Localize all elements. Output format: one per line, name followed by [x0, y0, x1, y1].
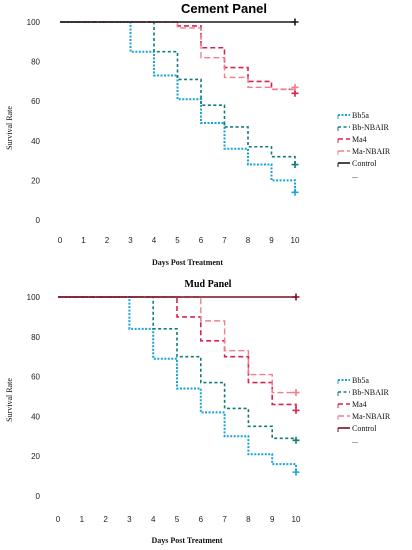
y-tick-label: 0: [36, 216, 41, 225]
x-tick-label: 5: [175, 515, 180, 524]
censor-mark-bb5a: [292, 468, 300, 476]
x-tick-label: 3: [127, 515, 132, 524]
y-tick-label: 80: [31, 333, 40, 342]
y-axis-label: Survival Rate: [5, 378, 14, 422]
series-line-bb5a: [58, 296, 297, 473]
x-tick-label: 1: [81, 236, 86, 245]
x-tick-label: 7: [222, 515, 227, 524]
x-tick-label: 6: [199, 236, 204, 245]
legend-extra: ...: [352, 436, 358, 445]
censor-mark-control: [292, 293, 300, 301]
x-tick-label: 9: [270, 515, 275, 524]
legend-label: Bb5a: [352, 111, 369, 120]
y-tick-label: 100: [27, 293, 41, 302]
x-tick-label: 10: [292, 515, 301, 524]
x-tick-label: 2: [103, 515, 108, 524]
x-axis-label: Days Post Treatment: [152, 258, 223, 267]
series-line-ma-nbair: [58, 296, 296, 394]
legend-extra: ...: [352, 171, 358, 180]
y-tick-label: 60: [31, 97, 40, 106]
y-tick-label: 20: [31, 452, 40, 461]
y-tick-label: 80: [31, 58, 40, 67]
x-tick-label: 9: [269, 236, 274, 245]
y-tick-label: 20: [31, 176, 40, 185]
censor-mark-ma-nbair: [292, 389, 300, 397]
y-tick-label: 40: [31, 137, 40, 146]
censor-mark-bb-nbair: [291, 161, 299, 169]
censor-mark-bb-nbair: [292, 436, 300, 444]
legend-label: Bb-NBAIR: [352, 123, 390, 132]
x-tick-label: 10: [291, 236, 300, 245]
chart-panel-1: Cement Panel 0 20 40 60 80 100 0 1 2 3 4 5 6 7 8 9 10 Days…: [5, 1, 391, 267]
chart-title: Cement Panel: [181, 1, 267, 16]
x-tick-label: 0: [56, 515, 61, 524]
x-tick-label: 4: [151, 515, 156, 524]
x-tick-label: 3: [128, 236, 133, 245]
y-axis-label: Survival Rate: [5, 106, 14, 150]
legend-label: Ma4: [352, 135, 367, 144]
x-tick-label: 8: [246, 236, 251, 245]
legend-label: Ma-NBAIR: [352, 147, 391, 156]
censor-mark-ma-nbair: [291, 83, 299, 91]
series-line-bb-nbair: [60, 21, 296, 165]
x-tick-label: 2: [105, 236, 110, 245]
censor-mark-control: [291, 18, 299, 26]
legend-label: Bb5a: [352, 376, 369, 385]
series-line-bb5a: [60, 21, 296, 193]
series-line-bb-nbair: [58, 296, 297, 441]
x-tick-label: 8: [246, 515, 251, 524]
series-line-ma4: [60, 21, 296, 94]
y-tick-label: 0: [36, 492, 41, 501]
x-tick-label: 1: [80, 515, 85, 524]
censor-mark-bb5a: [291, 188, 299, 196]
x-axis-label: Days Post Treatment: [151, 536, 222, 545]
legend-label: Control: [352, 424, 377, 433]
x-tick-label: 6: [199, 515, 204, 524]
legend-label: Ma4: [352, 400, 367, 409]
censor-mark-ma4: [291, 89, 299, 97]
legend-label: Control: [352, 159, 377, 168]
x-tick-label: 7: [222, 236, 227, 245]
chart-panel-2: Mud Panel 0 20 40 60 80 100 0 1 2 3 4 5 6 7 8 9 10 Days Po…: [5, 279, 391, 545]
legend-label: Ma-NBAIR: [352, 412, 391, 421]
y-tick-label: 100: [27, 18, 41, 27]
y-tick-label: 60: [31, 373, 40, 382]
censor-mark-ma4: [292, 406, 300, 414]
chart-title: Mud Panel: [185, 279, 232, 290]
x-tick-label: 4: [152, 236, 157, 245]
legend-label: Bb-NBAIR: [352, 388, 390, 397]
x-tick-label: 5: [175, 236, 180, 245]
series-line-ma-nbair: [60, 21, 296, 91]
series-line-ma4: [58, 296, 297, 411]
y-tick-label: 40: [31, 412, 40, 421]
x-tick-label: 0: [58, 236, 63, 245]
